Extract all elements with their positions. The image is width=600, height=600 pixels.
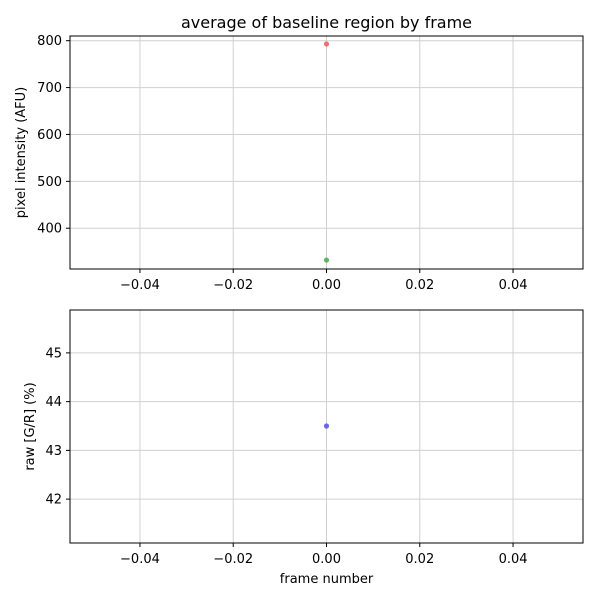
y-tick-label: 45 (45, 346, 62, 361)
chart-bottom: −0.04 −0.02 0.00 0.02 0.04 42 43 44 45 raw [G/R]… (23, 309, 584, 587)
x-tick-label: 0.02 (405, 552, 434, 567)
x-tick-label: 0.04 (499, 278, 528, 293)
grid (70, 310, 583, 543)
y-tick-label: 800 (37, 34, 62, 49)
x-tick-label: 0.04 (499, 552, 528, 567)
x-axis-label: frame number (280, 572, 374, 587)
x-tick-label: 0.00 (312, 552, 341, 567)
y-axis-label: raw [G/R] (%) (23, 382, 38, 470)
y-tick-label: 43 (45, 444, 62, 459)
y-tick-label: 500 (37, 175, 62, 190)
y-tick-label: 700 (37, 81, 62, 96)
grid (70, 36, 583, 269)
data-point (323, 257, 330, 263)
x-tick-label: −0.04 (120, 278, 160, 293)
ticks: −0.04 −0.02 0.00 0.02 0.04 400 500 600 700 800 (37, 34, 527, 293)
y-tick-label: 400 (37, 222, 62, 237)
x-tick-label: −0.02 (213, 552, 253, 567)
points (323, 41, 330, 263)
ticks: −0.04 −0.02 0.00 0.02 0.04 42 43 44 45 (45, 346, 527, 567)
x-tick-label: 0.00 (312, 278, 341, 293)
chart-title: average of baseline region by frame (181, 13, 472, 32)
points (323, 423, 330, 429)
y-tick-label: 44 (45, 395, 62, 410)
y-axis-label: pixel intensity (AFU) (14, 87, 29, 218)
chart-top: −0.04 −0.02 0.00 0.02 0.04 400 500 600 700 800 av… (14, 13, 584, 293)
y-tick-label: 42 (45, 493, 62, 508)
data-point (323, 41, 330, 47)
x-tick-label: 0.02 (405, 278, 434, 293)
y-tick-label: 600 (37, 128, 62, 143)
data-point (323, 423, 330, 429)
x-tick-label: −0.04 (120, 552, 160, 567)
x-tick-label: −0.02 (213, 278, 253, 293)
